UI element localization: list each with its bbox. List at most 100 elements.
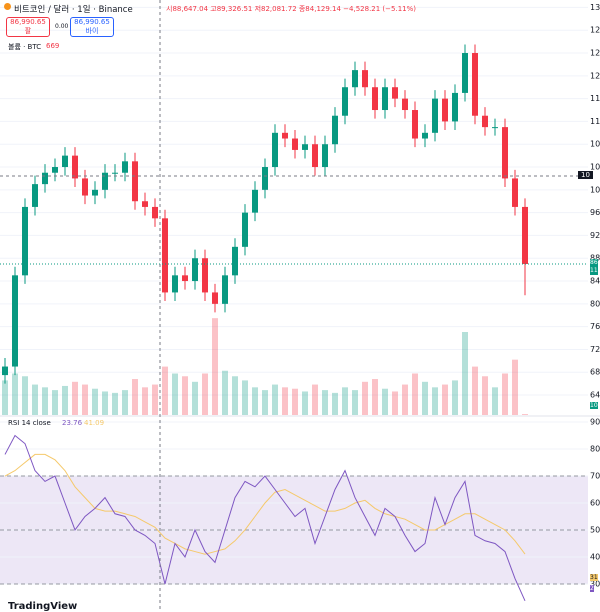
candle-body xyxy=(472,53,478,116)
volume-bar xyxy=(42,387,48,415)
candle-body xyxy=(52,167,58,173)
volume-bar xyxy=(262,390,268,415)
sell-button[interactable]: 86,990.65 팔 xyxy=(6,17,50,37)
y-tick-label: 68,000.00 xyxy=(590,368,600,377)
candle-body xyxy=(402,98,408,111)
volume-bar xyxy=(402,384,408,415)
volume-bar xyxy=(522,414,528,415)
volume-bar xyxy=(382,388,388,415)
volume-bar xyxy=(172,373,178,415)
y-tick-label: 40 xyxy=(590,552,600,561)
volume-bar xyxy=(372,379,378,415)
candle-body xyxy=(482,115,488,128)
volume-bar xyxy=(332,392,338,415)
volume-label: 볼륨 · BTC xyxy=(8,43,42,51)
rsi-value: 23.76 xyxy=(62,419,83,427)
y-tick-label: 60 xyxy=(590,499,600,508)
buy-button[interactable]: 86,990.65 바이 xyxy=(70,17,114,37)
candle-body xyxy=(182,275,188,282)
coin-icon xyxy=(4,3,11,10)
candle-body xyxy=(142,201,148,207)
volume-bar xyxy=(342,387,348,415)
candle-body xyxy=(12,275,18,367)
y-tick-label: 90 xyxy=(590,418,600,427)
volume-bar xyxy=(452,380,458,415)
volume-bar xyxy=(432,387,438,415)
candle-body xyxy=(212,292,218,304)
candle-body xyxy=(372,87,378,111)
volume-marker: 10 xyxy=(590,402,598,409)
volume-bar xyxy=(182,376,188,415)
candle-body xyxy=(252,189,258,213)
candle-body xyxy=(352,70,358,88)
y-tick-label: 80 xyxy=(590,445,600,454)
volume-bar xyxy=(72,381,78,415)
volume-bar xyxy=(252,387,258,415)
volume-bar xyxy=(472,366,478,415)
candle-body xyxy=(302,144,308,150)
y-tick-label: 128,000.00 xyxy=(590,26,600,35)
candle-body xyxy=(442,98,448,122)
candle-body xyxy=(62,155,68,168)
candle-body xyxy=(312,144,318,168)
y-tick-label: 132,000.00 xyxy=(590,3,600,12)
volume-bar xyxy=(132,379,138,415)
candle-body xyxy=(122,161,128,173)
last-price-marker: 86 11 xyxy=(590,259,598,275)
volume-bar xyxy=(162,366,168,415)
spread: 0.00 xyxy=(55,23,69,30)
rsi-label: RSI 14 close xyxy=(8,419,51,427)
volume-bar xyxy=(2,380,8,415)
volume-bar xyxy=(492,387,498,415)
candle-body xyxy=(82,178,88,196)
volume-bar xyxy=(222,370,228,415)
buy-price: 86,990.65 xyxy=(74,18,110,26)
candle-body xyxy=(132,161,138,202)
y-tick-label: 30 xyxy=(590,579,600,588)
candle-body xyxy=(202,258,208,293)
volume-bar xyxy=(22,376,28,415)
volume-bar xyxy=(52,390,58,415)
candle-body xyxy=(32,184,38,207)
axis-labels: 64,000.00 68,000.00 72,000.00 76,000.00 80,0… xyxy=(590,3,600,589)
candle-body xyxy=(282,132,288,139)
volume-bar xyxy=(242,380,248,415)
volume-bar xyxy=(292,388,298,415)
volume-bar xyxy=(422,381,428,415)
candle-body xyxy=(2,366,8,376)
y-tick-label: 112,000.00 xyxy=(590,117,600,126)
y-tick-label: 80,000.00 xyxy=(590,299,600,308)
y-tick-label: 64,000.00 xyxy=(590,391,600,400)
y-tick-label: 88,000.00 xyxy=(590,254,600,263)
volume-bar xyxy=(112,392,118,415)
volume-bar xyxy=(352,390,358,415)
rsi-ma-value: 41.09 xyxy=(84,419,105,427)
candle-body xyxy=(492,127,498,129)
candle-body xyxy=(22,206,28,276)
volume-bar xyxy=(152,384,158,415)
last-price: 86 xyxy=(590,259,598,266)
y-tick-label: 120,000.00 xyxy=(590,71,600,80)
candle-body xyxy=(102,172,108,190)
volume-bar xyxy=(12,373,18,415)
volume-bar xyxy=(462,332,468,415)
volume-bar xyxy=(62,385,68,415)
sell-price: 86,990.65 xyxy=(10,18,46,26)
volume-bar xyxy=(312,384,318,415)
volume-bar xyxy=(92,388,98,415)
candle-body xyxy=(362,70,368,88)
candle-body xyxy=(272,132,278,168)
candle-body xyxy=(72,155,78,179)
candle-body xyxy=(512,178,518,207)
volume-bar xyxy=(272,384,278,415)
candle-body xyxy=(412,110,418,139)
candle-body xyxy=(262,167,268,190)
candle-body xyxy=(42,172,48,185)
countdown: 11 xyxy=(590,267,598,274)
candle-body xyxy=(342,87,348,116)
rsi-marker: 2 xyxy=(590,585,594,592)
y-tick-label: 124,000.00 xyxy=(590,49,600,58)
symbol[interactable]: 비트코인 / 달러 · 1일 · Binance xyxy=(14,5,133,15)
